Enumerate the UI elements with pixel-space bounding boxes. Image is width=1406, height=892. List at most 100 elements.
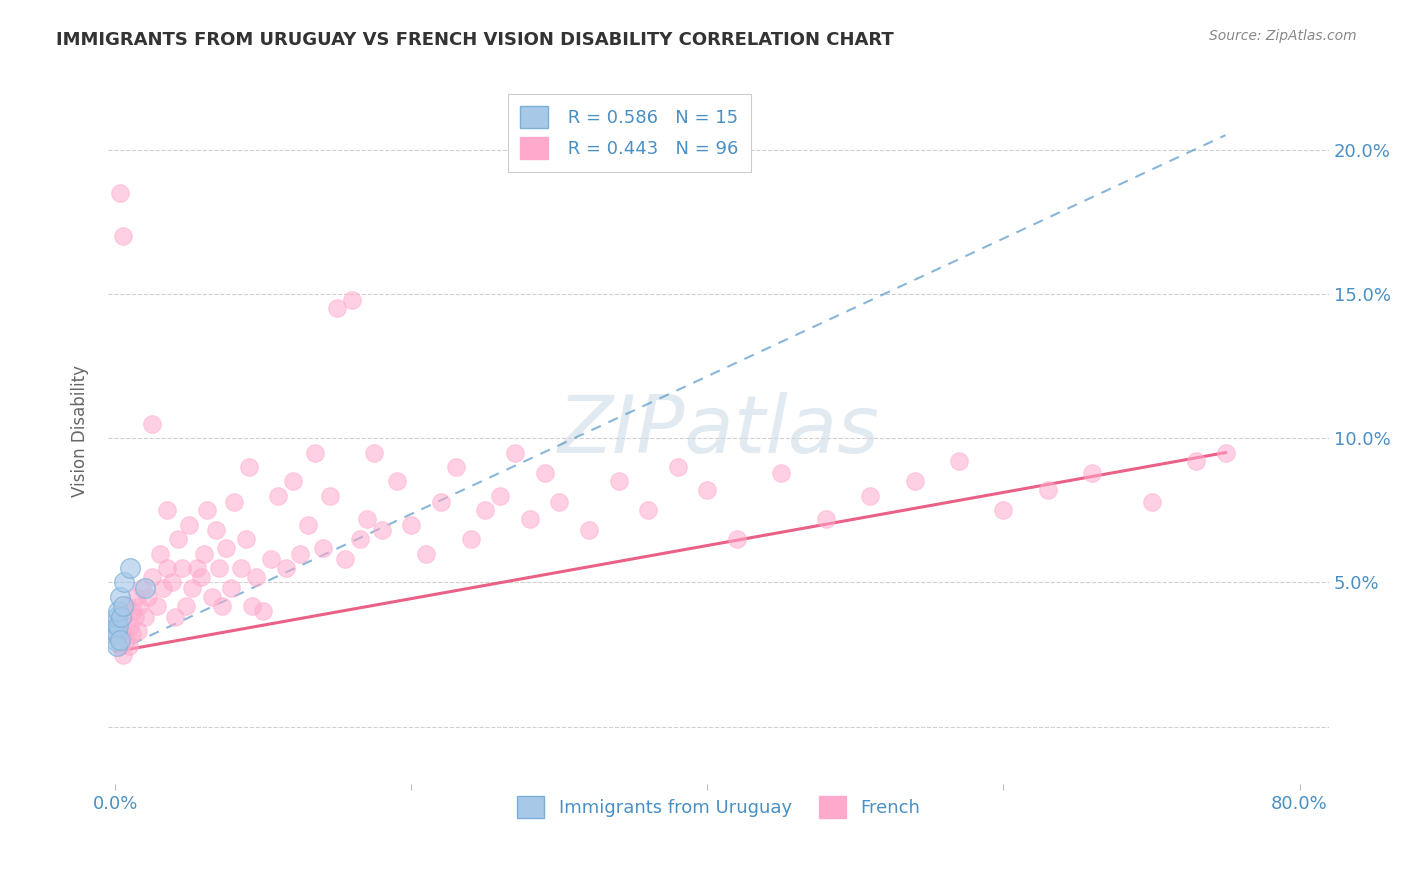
Point bbox=[179, 517, 201, 532]
Point bbox=[114, 633, 136, 648]
Point bbox=[108, 633, 131, 648]
Point bbox=[125, 590, 148, 604]
Point bbox=[120, 561, 142, 575]
Point bbox=[430, 494, 453, 508]
Point bbox=[146, 599, 169, 613]
Point bbox=[152, 581, 174, 595]
Point bbox=[385, 475, 408, 489]
Point bbox=[607, 475, 630, 489]
Point bbox=[503, 445, 526, 459]
Point bbox=[104, 615, 127, 630]
Point bbox=[127, 624, 149, 639]
Point bbox=[948, 454, 970, 468]
Y-axis label: Vision Disability: Vision Disability bbox=[72, 365, 89, 497]
Point bbox=[274, 561, 297, 575]
Point bbox=[112, 610, 135, 624]
Point bbox=[1081, 466, 1104, 480]
Point bbox=[489, 489, 512, 503]
Point bbox=[219, 581, 242, 595]
Point bbox=[240, 599, 263, 613]
Point bbox=[904, 475, 927, 489]
Point bbox=[156, 561, 179, 575]
Point bbox=[105, 627, 128, 641]
Point bbox=[267, 489, 290, 503]
Point bbox=[548, 494, 571, 508]
Point bbox=[696, 483, 718, 497]
Point bbox=[110, 610, 132, 624]
Point bbox=[349, 532, 371, 546]
Point bbox=[200, 590, 222, 604]
Point bbox=[104, 633, 127, 648]
Point bbox=[297, 517, 319, 532]
Point bbox=[342, 293, 364, 307]
Point bbox=[170, 561, 193, 575]
Point bbox=[235, 532, 257, 546]
Text: Source: ZipAtlas.com: Source: ZipAtlas.com bbox=[1209, 29, 1357, 43]
Point bbox=[107, 604, 129, 618]
Point bbox=[115, 599, 138, 613]
Point bbox=[124, 610, 146, 624]
Point bbox=[1215, 445, 1237, 459]
Point bbox=[110, 627, 132, 641]
Point bbox=[637, 503, 659, 517]
Point bbox=[141, 569, 163, 583]
Point bbox=[176, 599, 198, 613]
Point bbox=[118, 639, 141, 653]
Point bbox=[859, 489, 882, 503]
Point bbox=[725, 532, 748, 546]
Point bbox=[134, 610, 156, 624]
Point bbox=[190, 569, 212, 583]
Point bbox=[108, 590, 131, 604]
Point bbox=[208, 561, 231, 575]
Point bbox=[131, 581, 153, 595]
Point bbox=[149, 547, 172, 561]
Point bbox=[128, 599, 150, 613]
Point bbox=[141, 417, 163, 431]
Point bbox=[107, 618, 129, 632]
Point bbox=[238, 460, 260, 475]
Point bbox=[578, 524, 600, 538]
Point bbox=[260, 552, 283, 566]
Point bbox=[215, 541, 238, 555]
Point bbox=[195, 503, 218, 517]
Point bbox=[460, 532, 482, 546]
Point bbox=[319, 489, 342, 503]
Point bbox=[108, 186, 131, 200]
Point bbox=[160, 575, 183, 590]
Legend: Immigrants from Uruguay, French: Immigrants from Uruguay, French bbox=[510, 789, 928, 825]
Point bbox=[290, 547, 312, 561]
Point bbox=[371, 524, 394, 538]
Point bbox=[163, 610, 186, 624]
Point bbox=[281, 475, 304, 489]
Point bbox=[770, 466, 793, 480]
Point bbox=[993, 503, 1015, 517]
Point bbox=[474, 503, 496, 517]
Point bbox=[120, 618, 142, 632]
Point bbox=[1036, 483, 1059, 497]
Point bbox=[136, 590, 159, 604]
Point bbox=[156, 503, 179, 517]
Point bbox=[122, 604, 145, 618]
Point bbox=[193, 547, 215, 561]
Point bbox=[415, 547, 437, 561]
Point bbox=[245, 569, 267, 583]
Point bbox=[333, 552, 356, 566]
Text: IMMIGRANTS FROM URUGUAY VS FRENCH VISION DISABILITY CORRELATION CHART: IMMIGRANTS FROM URUGUAY VS FRENCH VISION… bbox=[56, 31, 894, 49]
Point bbox=[105, 639, 128, 653]
Point bbox=[211, 599, 233, 613]
Point bbox=[104, 624, 127, 639]
Point bbox=[444, 460, 467, 475]
Point bbox=[222, 494, 245, 508]
Text: ZIPatlas: ZIPatlas bbox=[558, 392, 880, 470]
Point bbox=[356, 512, 378, 526]
Point bbox=[326, 301, 349, 316]
Point bbox=[108, 639, 131, 653]
Point bbox=[111, 229, 134, 244]
Point bbox=[1140, 494, 1163, 508]
Point bbox=[181, 581, 204, 595]
Point bbox=[363, 445, 385, 459]
Point bbox=[111, 648, 134, 662]
Point bbox=[1185, 454, 1208, 468]
Point bbox=[121, 627, 143, 641]
Point bbox=[186, 561, 208, 575]
